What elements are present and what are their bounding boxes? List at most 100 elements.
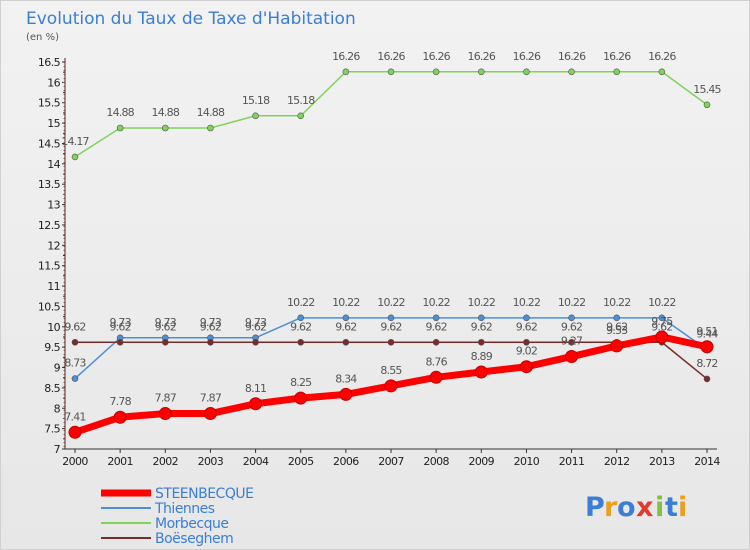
data-label: 14.88 [106,106,134,119]
data-label: 8.25 [290,376,312,389]
data-label: 8.11 [245,382,266,395]
data-point [613,314,621,322]
y-tick-label: 12 [47,239,60,252]
data-label: 10.22 [287,296,315,309]
data-point [703,375,711,383]
x-tick-label: 2009 [468,455,494,468]
y-tick-label: 14 [47,158,60,171]
brand-letter: r [604,492,618,523]
y-tick-label: 11 [47,280,60,293]
data-label: 9.73 [200,316,222,329]
brand-letter: i [655,492,664,523]
data-label: 10.22 [603,296,631,309]
data-label: 14.88 [197,106,225,119]
chart-subtitle: (en %) [26,32,59,43]
data-point [252,338,259,346]
data-label: 9.02 [516,345,537,358]
x-tick-label: 2000 [62,455,88,468]
data-point [703,101,711,109]
x-tick-label: 2008 [423,455,449,468]
data-label: 8.55 [380,364,402,377]
x-tick-label: 2010 [514,455,540,468]
data-point [523,314,530,322]
data-point [158,407,172,421]
data-point [477,314,485,322]
x-tick-label: 2014 [694,455,720,468]
data-label: 15.45 [693,83,721,96]
data-point [658,314,666,322]
legend-item-steenbecque: STEENBECQUE [101,486,254,502]
y-tick-label: 8 [54,402,61,415]
data-label: 16.26 [377,50,405,63]
data-label: 10.22 [377,296,405,309]
data-point [474,365,488,379]
data-label: 10.22 [513,296,541,309]
series-thiennes: 8.73 9.73 9.73 9.73 9.73 10.22 10.22 10.22 10.22… [64,296,719,382]
x-tick-label: 2013 [649,455,675,468]
data-label: 9.62 [290,320,311,333]
data-point [252,112,259,120]
data-point [523,338,530,346]
data-point [523,68,530,76]
data-label: 16.26 [603,50,631,63]
x-tick-label: 2001 [107,455,133,468]
brand-letter: x [636,492,653,523]
data-point [387,314,395,322]
data-point [249,397,263,411]
data-point [342,338,350,346]
y-tick-label: 11.5 [38,260,61,273]
data-point [297,112,305,120]
data-point [655,330,669,344]
data-label: 9.73 [245,316,267,329]
data-point [384,379,398,393]
y-tick-label: 10 [47,321,60,334]
y-tick-label: 14.5 [38,137,61,150]
data-label: 7.78 [109,395,131,408]
legend-label: Boëseghem [155,531,233,547]
legend-label: STEENBECQUE [155,486,253,502]
legend-label: Morbecque [155,516,228,532]
data-label: 9.51 [696,325,717,338]
data-point [387,68,395,76]
series-morbecque: 14.17 14.88 14.88 14.88 15.18 15.18 16.26 16.26… [61,50,722,161]
data-label: 8.73 [64,357,86,370]
data-point [477,68,485,76]
legend-item-thiennes: Thiennes [101,501,215,517]
data-label: 14.88 [152,106,180,119]
y-tick-label: 13 [47,199,60,212]
data-point [339,387,353,401]
data-label: 16.26 [513,50,541,63]
data-label: 16.26 [558,50,586,63]
data-point [477,338,485,346]
data-point [429,370,443,384]
data-label: 9.62 [471,320,492,333]
x-tick-label: 2007 [378,455,404,468]
data-label: 9.53 [606,324,628,337]
data-label: 9.62 [109,320,130,333]
data-label: 16.26 [468,50,496,63]
data-label: 7.87 [200,392,222,405]
data-point [68,425,82,439]
legend-item-morbecque: Morbecque [101,516,229,532]
data-point [432,314,440,322]
data-label: 9.27 [561,335,583,348]
data-label: 9.62 [200,320,221,333]
data-point [116,338,124,346]
data-point [207,124,214,132]
data-point [432,68,440,76]
data-label: 16.26 [332,50,360,63]
y-tick-label: 8.5 [44,382,60,395]
legend-label: Thiennes [154,501,215,517]
x-tick-label: 2011 [559,455,585,468]
data-point [658,68,666,76]
y-tick-label: 7.5 [44,423,60,436]
data-point [116,124,124,132]
data-point [387,338,395,346]
data-label: 16.26 [648,50,676,63]
data-point [565,350,579,364]
brand-letter: t [665,492,678,523]
legend-item-boëseghem: Boëseghem [101,531,234,547]
